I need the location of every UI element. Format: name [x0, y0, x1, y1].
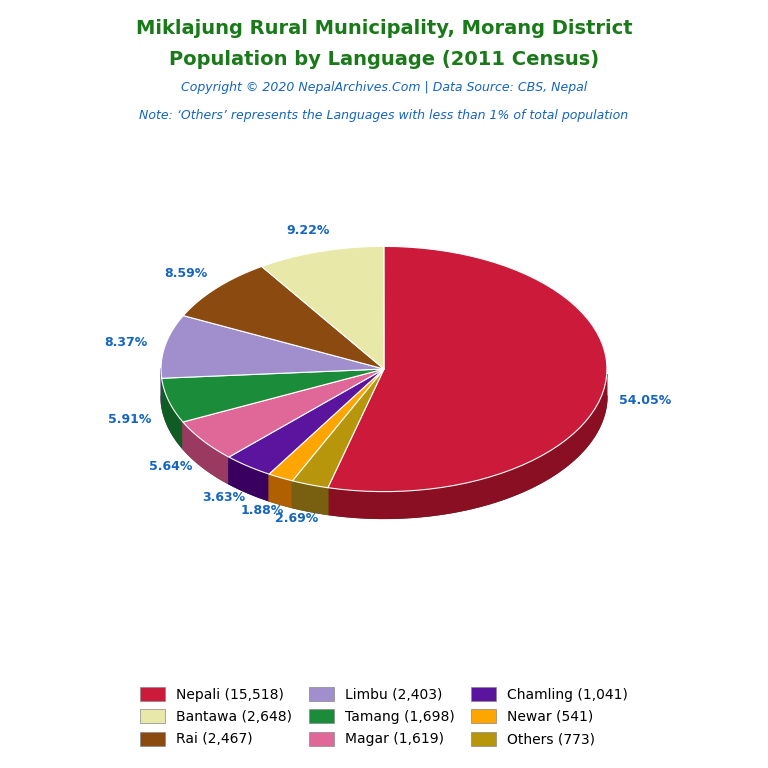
Polygon shape: [161, 396, 607, 518]
Polygon shape: [293, 369, 384, 488]
Text: 54.05%: 54.05%: [619, 394, 671, 407]
Legend: Nepali (15,518), Bantawa (2,648), Rai (2,467), Limbu (2,403), Tamang (1,698), Ma: Nepali (15,518), Bantawa (2,648), Rai (2…: [133, 680, 635, 753]
Text: 9.22%: 9.22%: [287, 224, 330, 237]
Text: 3.63%: 3.63%: [202, 491, 245, 504]
Text: 8.37%: 8.37%: [104, 336, 147, 349]
Polygon shape: [269, 474, 293, 508]
Polygon shape: [162, 379, 183, 449]
Text: 5.64%: 5.64%: [149, 461, 192, 473]
Text: Population by Language (2011 Census): Population by Language (2011 Census): [169, 50, 599, 69]
Text: 2.69%: 2.69%: [275, 512, 318, 525]
Polygon shape: [183, 422, 229, 484]
Polygon shape: [269, 369, 384, 481]
Text: Copyright © 2020 NepalArchives.Com | Data Source: CBS, Nepal: Copyright © 2020 NepalArchives.Com | Dat…: [181, 81, 587, 94]
Text: 1.88%: 1.88%: [240, 504, 283, 517]
Polygon shape: [293, 481, 328, 515]
Text: Miklajung Rural Municipality, Morang District: Miklajung Rural Municipality, Morang Dis…: [136, 19, 632, 38]
Text: 5.91%: 5.91%: [108, 413, 151, 426]
Polygon shape: [183, 369, 384, 457]
Polygon shape: [162, 369, 384, 422]
Text: Note: ‘Others’ represents the Languages with less than 1% of total population: Note: ‘Others’ represents the Languages …: [140, 109, 628, 122]
Polygon shape: [328, 247, 607, 492]
Polygon shape: [262, 247, 384, 369]
Polygon shape: [184, 266, 384, 369]
Polygon shape: [328, 374, 607, 518]
Polygon shape: [229, 457, 269, 501]
Text: 8.59%: 8.59%: [164, 267, 208, 280]
Polygon shape: [229, 369, 384, 474]
Polygon shape: [161, 316, 384, 379]
